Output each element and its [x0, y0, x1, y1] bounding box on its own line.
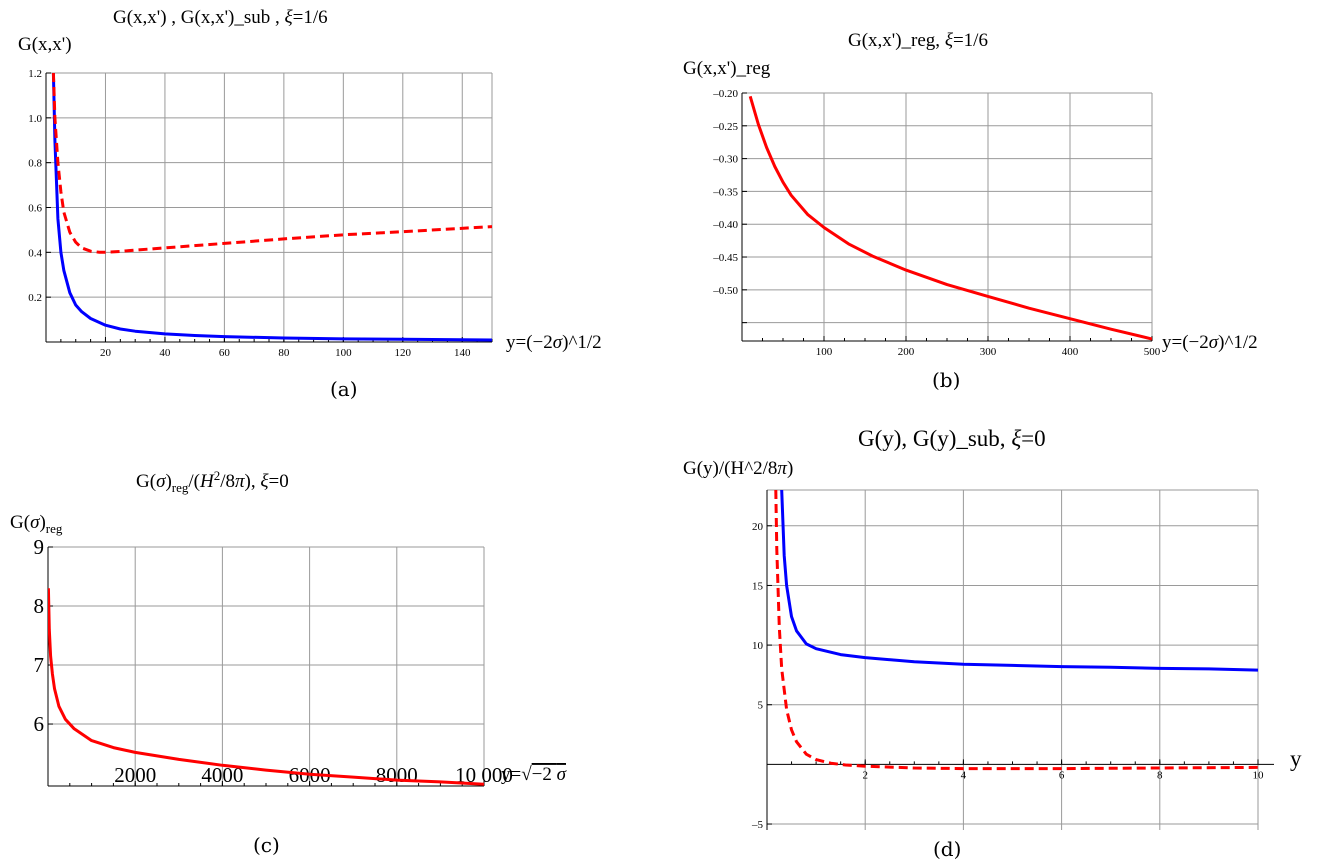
panel-c-xlabel: y=√−2 σ — [501, 764, 567, 785]
panel-a-title: G(x,x') , G(x,x')_sub , ξ=1/6 — [113, 7, 328, 28]
series-line-0 — [748, 95, 1152, 341]
panel-b-ylabel: G(x,x')_reg — [683, 58, 771, 79]
x-tick-label: 10 — [1253, 769, 1265, 781]
y-tick-label: 10 — [752, 640, 764, 652]
x-tick-label: 4 — [961, 769, 967, 781]
x-tick-label: 8 — [1157, 769, 1163, 781]
y-tick-label: 9 — [34, 535, 45, 559]
panel-b: G(x,x')_reg, ξ=1/6 G(x,x')_reg y=(−2σ)^1… — [683, 30, 1258, 392]
x-tick-label: 500 — [1144, 346, 1161, 358]
panel-b-xlabel: y=(−2σ)^1/2 — [1162, 332, 1258, 353]
panel-a-xlabel: y=(−2σ)^1/2 — [506, 332, 602, 353]
series-line-0 — [48, 588, 484, 786]
x-tick-label: 200 — [898, 346, 915, 358]
y-tick-label: 6 — [34, 712, 45, 736]
series-line-0 — [51, 73, 492, 342]
y-tick-label: –0.50 — [712, 285, 738, 297]
panel-a-caption: (a) — [330, 377, 358, 401]
panel-c-title: G(σ)reg/(H2/8π), ξ=0 — [136, 468, 289, 495]
y-tick-label: 0.2 — [28, 292, 42, 304]
panel-b-title: G(x,x')_reg, ξ=1/6 — [848, 30, 988, 51]
panel-c: G(σ)reg/(H2/8π), ξ=0 G(σ)reg y=√−2 σ (c) — [10, 468, 567, 857]
y-tick-label: 7 — [34, 653, 45, 677]
x-tick-label: 80 — [278, 347, 290, 359]
panel-b-caption: (b) — [932, 368, 960, 392]
x-tick-label: 400 — [1062, 346, 1079, 358]
y-tick-label: 8 — [34, 594, 45, 618]
x-tick-label: 140 — [454, 347, 471, 359]
y-tick-label: 0.4 — [28, 247, 42, 259]
panel-d: G(y), G(y)_sub, ξ=0 G(y)/(H^2/8π) y (d) — [683, 426, 1302, 861]
x-tick-label: 300 — [980, 346, 997, 358]
panel-d-xlabel: y — [1290, 746, 1302, 771]
plot-b: 100 200 300 400 500 –0.50 –0.45 –0.40 –0.35 –0.30… — [712, 88, 1161, 358]
x-tick-label: 2 — [862, 769, 868, 781]
x-tick-label: 100 — [816, 346, 833, 358]
y-tick-label: –0.35 — [712, 186, 738, 198]
x-tick-label: 20 — [100, 347, 112, 359]
series-line-1 — [51, 73, 492, 254]
panel-d-ylabel: G(y)/(H^2/8π) — [683, 458, 793, 479]
x-tick-label: 6 — [1059, 769, 1065, 781]
plot-d: 2 4 6 8 10 –5 5 10 15 20 — [751, 489, 1274, 831]
panel-c-caption: (c) — [253, 833, 280, 857]
y-tick-label: 0.6 — [28, 203, 42, 215]
series-line-0 — [780, 490, 1258, 672]
y-tick-label: 1.2 — [28, 68, 42, 80]
panel-a: G(x,x') , G(x,x')_sub , ξ=1/6 G(x,x') y=… — [18, 7, 602, 401]
y-tick-label: –5 — [751, 819, 764, 831]
y-tick-label: 1.0 — [28, 113, 42, 125]
panel-a-ylabel: G(x,x') — [18, 34, 72, 55]
y-tick-label: –0.30 — [712, 154, 738, 166]
x-tick-label: 100 — [335, 347, 352, 359]
y-tick-label: 20 — [752, 521, 764, 533]
panel-c-title-main: G( — [136, 471, 156, 492]
x-tick-label: 120 — [395, 347, 412, 359]
panel-c-ylabel: G(σ)reg — [10, 512, 63, 536]
y-tick-label: 15 — [752, 580, 764, 592]
x-tick-label: 40 — [159, 347, 171, 359]
panel-d-title: G(y), G(y)_sub, ξ=0 — [858, 426, 1046, 451]
y-tick-label: –0.45 — [712, 252, 738, 264]
y-tick-label: –0.40 — [712, 219, 738, 231]
plot-a: 20 40 60 80 100 120 140 0.2 0.4 0.6 0.8 1.0 1.2 — [28, 68, 493, 359]
panel-d-caption: (d) — [933, 837, 961, 861]
y-tick-label: 5 — [758, 700, 764, 712]
y-tick-label: –0.20 — [712, 88, 738, 100]
series-line-1 — [774, 490, 1258, 771]
y-tick-label: 0.8 — [28, 158, 42, 170]
y-tick-label: –0.25 — [712, 121, 738, 133]
x-tick-label: 60 — [219, 347, 231, 359]
